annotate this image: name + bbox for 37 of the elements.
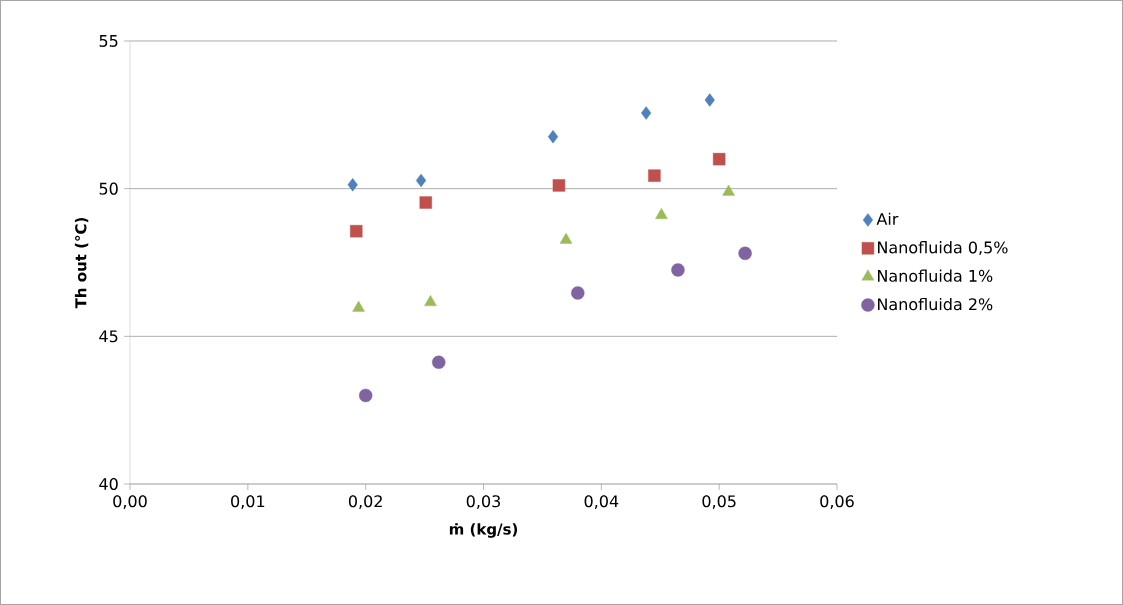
y-tick-label: 55: [99, 35, 118, 47]
point: [424, 295, 437, 307]
legend-label: Nanofluida 1%: [877, 269, 993, 282]
point: [671, 263, 685, 277]
legend-label: Air: [876, 212, 899, 225]
y-axis-title: Th out (°C): [74, 217, 89, 309]
x-axis-title: ṁ (kg/s): [449, 523, 518, 538]
point: [655, 208, 668, 219]
y-tick-label: 40: [99, 477, 118, 491]
x-tick-label: 0,01: [231, 495, 265, 509]
point: [712, 152, 726, 166]
x-tick-label: 0,05: [702, 495, 736, 509]
point: [415, 173, 427, 188]
point: [547, 129, 559, 144]
x-tick-label: 0,00: [113, 495, 147, 509]
y-tick-label: 45: [99, 330, 118, 343]
point: [347, 178, 358, 192]
point: [722, 184, 735, 196]
x-tick-label: 0,02: [348, 495, 382, 509]
point: [352, 300, 365, 312]
point: [552, 179, 566, 192]
point: [559, 232, 573, 244]
legend-label: Nanofluida 2%: [877, 297, 993, 311]
x-tick-label: 0,06: [820, 495, 854, 509]
y-tick-label: 50: [99, 182, 118, 195]
point: [738, 246, 752, 261]
point: [432, 355, 446, 370]
point: [419, 196, 432, 209]
point: [648, 169, 661, 182]
point: [358, 388, 373, 403]
x-tick-label: 0,03: [466, 495, 501, 509]
point: [571, 286, 585, 300]
point: [704, 93, 715, 107]
point: [350, 224, 363, 238]
point: [641, 106, 652, 120]
x-tick-label: 0,04: [584, 495, 619, 509]
legend-label: Nanofluida 0,5%: [877, 241, 1008, 256]
